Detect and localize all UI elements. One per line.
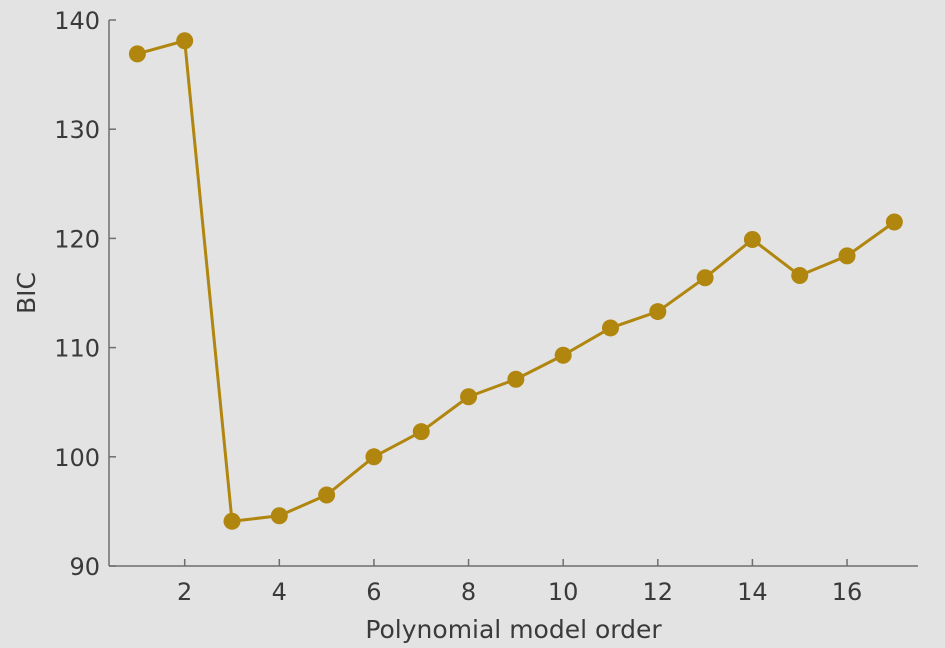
y-ticks: 90 100 110 120 130 140 <box>54 7 116 581</box>
y-tick-label: 140 <box>54 7 100 35</box>
x-axis-title: Polynomial model order <box>365 615 662 644</box>
x-ticks: 2 4 6 8 10 12 14 16 <box>177 559 862 606</box>
x-tick-label: 16 <box>832 578 863 606</box>
series-line <box>136 39 896 523</box>
data-point <box>601 319 619 337</box>
data-point <box>460 388 478 406</box>
y-tick-label: 120 <box>54 225 100 253</box>
data-point <box>554 346 572 364</box>
data-point <box>791 267 809 285</box>
axes <box>108 20 918 567</box>
data-point <box>223 512 241 530</box>
y-tick-label: 100 <box>54 444 100 472</box>
x-tick-label: 10 <box>548 578 579 606</box>
x-tick-label: 14 <box>737 578 768 606</box>
y-tick-label: 110 <box>54 335 100 363</box>
x-tick-label: 2 <box>177 578 192 606</box>
data-point <box>696 269 714 287</box>
data-point <box>885 213 903 231</box>
y-axis-title: BIC <box>12 272 41 314</box>
data-point <box>270 507 288 525</box>
data-point <box>649 303 667 321</box>
x-tick-label: 12 <box>643 578 674 606</box>
data-point <box>412 423 430 441</box>
data-point <box>365 448 383 466</box>
data-point <box>743 230 761 248</box>
x-tick-label: 8 <box>461 578 476 606</box>
x-tick-label: 4 <box>272 578 287 606</box>
x-tick-label: 6 <box>366 578 381 606</box>
plot-area <box>128 32 903 530</box>
data-point <box>128 45 146 63</box>
data-point <box>176 32 194 50</box>
y-tick-label: 130 <box>54 116 100 144</box>
data-point <box>507 370 525 388</box>
data-point <box>318 486 336 504</box>
data-point <box>838 247 856 265</box>
y-tick-label: 90 <box>69 553 100 581</box>
